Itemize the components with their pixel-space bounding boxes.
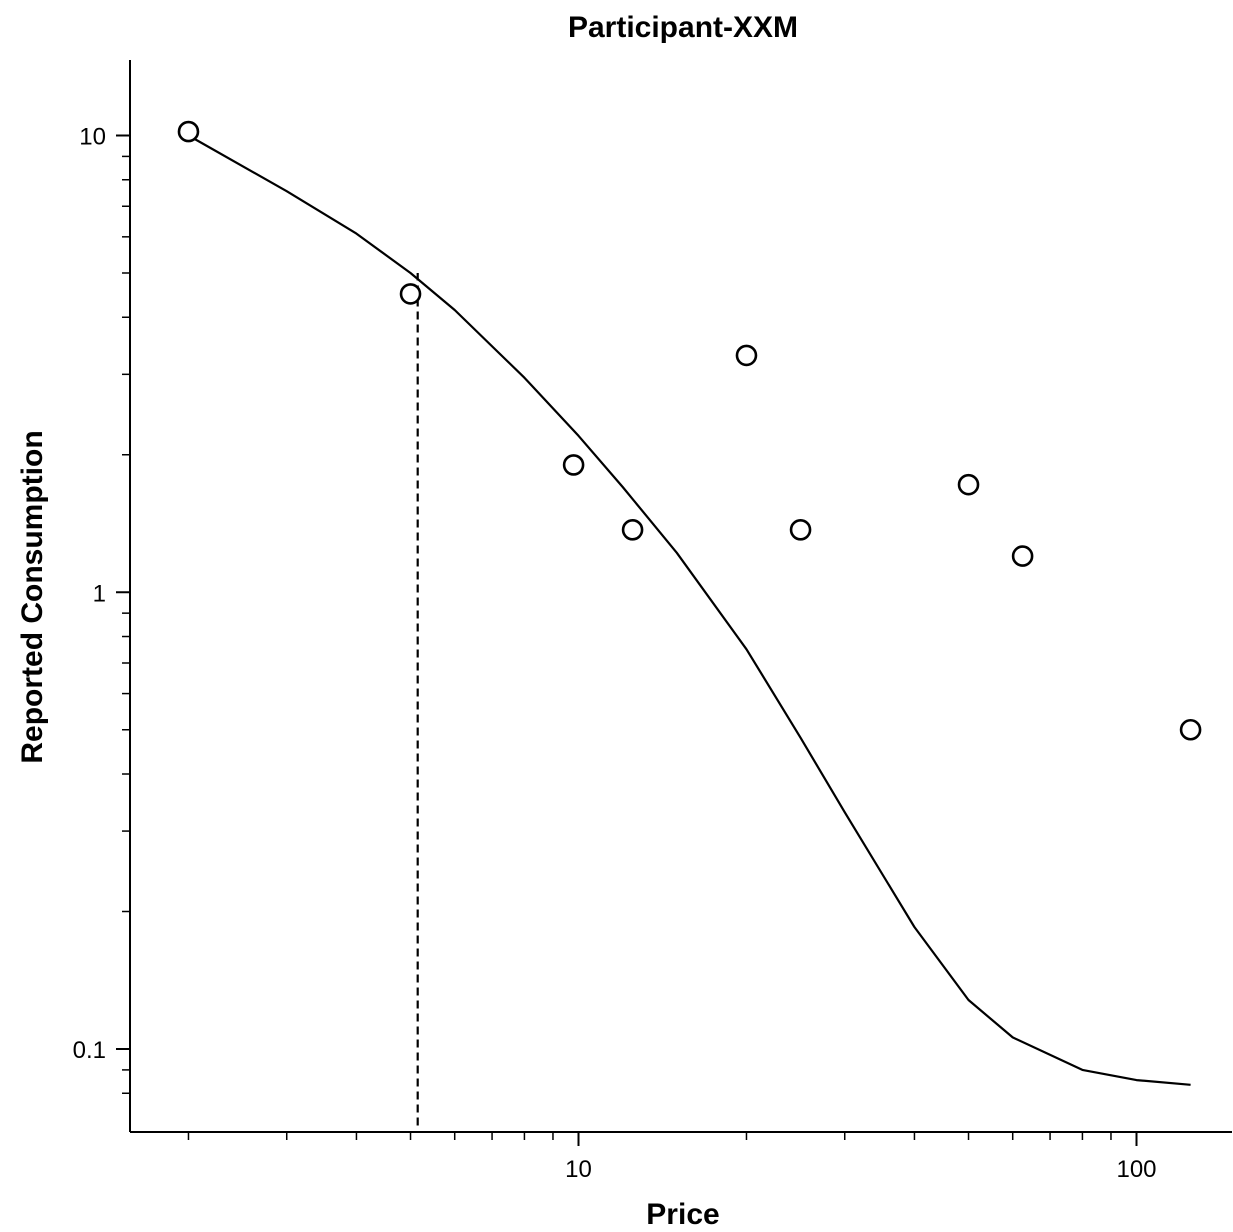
data-point bbox=[789, 519, 812, 541]
fitted-curve bbox=[187, 134, 1191, 1086]
data-point bbox=[735, 344, 758, 367]
data-point bbox=[621, 519, 644, 541]
x-tick-label: 10 bbox=[565, 1156, 592, 1183]
data-point bbox=[562, 454, 585, 476]
data-point bbox=[1179, 718, 1202, 741]
data-point bbox=[1011, 545, 1034, 567]
y-axis-label: Reported Consumption bbox=[16, 430, 49, 763]
x-axis-label: Price bbox=[646, 1198, 719, 1231]
y-tick-label: 0.1 bbox=[73, 1037, 106, 1064]
x-tick-label: 100 bbox=[1116, 1156, 1156, 1183]
data-point bbox=[177, 120, 200, 143]
data-point bbox=[957, 473, 980, 496]
chart-title: Participant-XXM bbox=[568, 11, 798, 44]
plot-area: 10 100 0.1 1 10 bbox=[73, 60, 1232, 1183]
y-tick-label: 10 bbox=[79, 124, 106, 151]
y-tick-label: 1 bbox=[93, 580, 106, 607]
data-point bbox=[399, 283, 422, 305]
